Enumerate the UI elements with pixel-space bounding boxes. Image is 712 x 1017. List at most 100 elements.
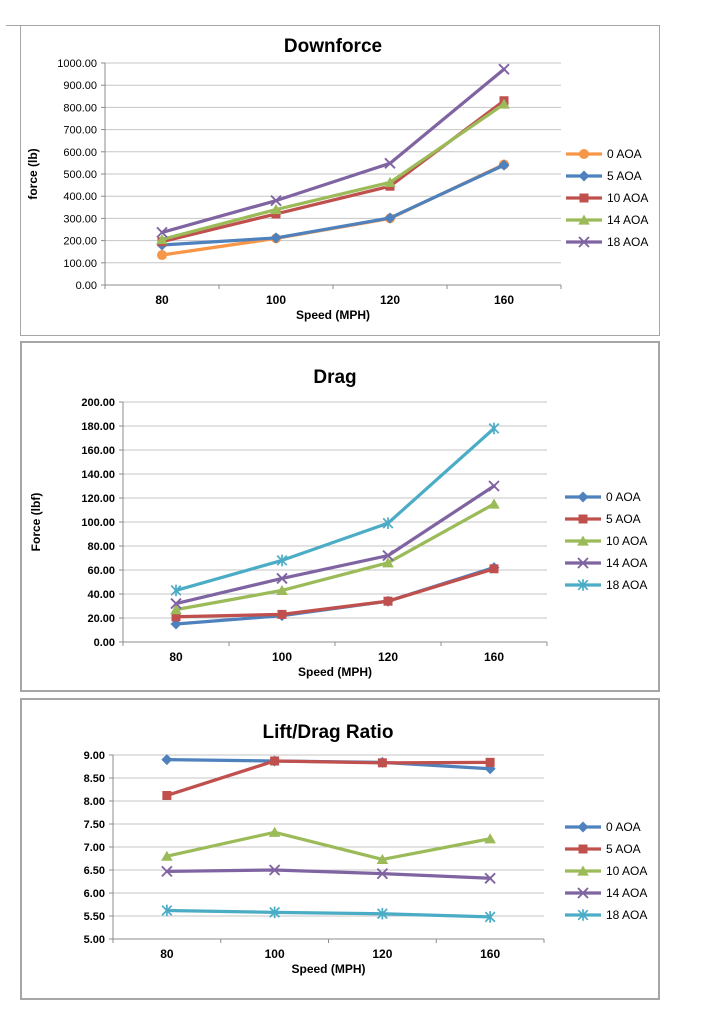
diamond-marker-shape bbox=[577, 491, 589, 503]
legend-label: 0 AOA bbox=[606, 490, 641, 504]
square-marker-shape bbox=[383, 596, 393, 606]
legend-label: 5 AOA bbox=[606, 842, 641, 856]
x-marker-shape bbox=[578, 236, 590, 248]
square-marker-shape bbox=[489, 564, 499, 574]
legend-item-18-aoa[interactable]: 18 AOA bbox=[565, 908, 647, 922]
diamond-marker-shape bbox=[577, 821, 589, 833]
y-tick-label: 200.00 bbox=[63, 236, 97, 248]
series-line-5-aoa[interactable] bbox=[174, 567, 496, 619]
series-line-10-aoa[interactable] bbox=[174, 502, 496, 612]
chart-drag[interactable]: 200.00 180.00 160.00 140.00 120.00 100.00 80.0… bbox=[20, 341, 660, 692]
series-line-18-aoa[interactable] bbox=[165, 908, 492, 919]
data-point-10-aoa-100 bbox=[268, 826, 281, 837]
series-5-aoa bbox=[162, 756, 495, 800]
legend-item-5-aoa[interactable]: 5 AOA bbox=[565, 512, 641, 526]
chart-lift-drag-ratio[interactable]: 9.00 8.50 8.00 7.50 7.00 6.50 6.00 5.50 5.00 80 10… bbox=[20, 698, 660, 1000]
legend-marker-diamond bbox=[578, 170, 590, 182]
series-line-10-aoa[interactable] bbox=[165, 830, 492, 862]
legend[interactable]: 0 AOA 5 AOA 10 AOA 14 AOA 18 AOA bbox=[565, 490, 647, 592]
x-category-label: 120 bbox=[378, 650, 398, 664]
x-marker-shape bbox=[170, 597, 182, 610]
y-axis-title: Force (lbf) bbox=[29, 493, 43, 552]
x-marker-shape bbox=[268, 864, 281, 876]
x-marker-shape bbox=[156, 226, 168, 239]
y-tick-label: 800.00 bbox=[63, 102, 97, 114]
y-tick-label: 100.00 bbox=[63, 258, 97, 270]
series-line-5-aoa[interactable] bbox=[160, 163, 506, 247]
x-marker-shape bbox=[488, 480, 500, 492]
legend-item-14-aoa[interactable]: 14 AOA bbox=[565, 556, 647, 570]
y-tick-label: 600.00 bbox=[63, 147, 97, 159]
legend-item-10-aoa[interactable]: 10 AOA bbox=[565, 534, 647, 548]
chart-title: Drag bbox=[313, 367, 356, 388]
data-point-10-aoa-100 bbox=[276, 584, 288, 595]
data-point-14-aoa-100 bbox=[276, 572, 288, 585]
y-tick-label: 8.50 bbox=[84, 773, 105, 785]
data-point-14-aoa-120 bbox=[382, 549, 394, 562]
legend-marker-diamond bbox=[577, 491, 589, 503]
legend-item-14-aoa[interactable]: 14 AOA bbox=[565, 886, 647, 900]
x-axis-title: Speed (MPH) bbox=[291, 962, 365, 976]
y-axis-ticks bbox=[101, 62, 105, 286]
legend-item-10-aoa[interactable]: 10 AOA bbox=[565, 864, 647, 878]
x-category-label: 160 bbox=[494, 293, 514, 307]
diamond-marker-shape bbox=[161, 754, 173, 766]
square-marker-shape bbox=[277, 609, 287, 619]
data-point-5-aoa-160 bbox=[489, 564, 499, 574]
legend-item-18-aoa[interactable]: 18 AOA bbox=[566, 235, 648, 249]
data-point-10-aoa-160 bbox=[484, 833, 496, 844]
series-line-18-aoa[interactable] bbox=[160, 67, 506, 235]
legend[interactable]: 0 AOA 5 AOA 10 AOA 14 AOA 18 AOA bbox=[565, 820, 647, 922]
legend-marker-triangle bbox=[577, 865, 589, 876]
series-line-5-aoa[interactable] bbox=[165, 759, 492, 798]
x-category-label: 80 bbox=[155, 293, 169, 307]
series-line-14-aoa[interactable] bbox=[160, 102, 506, 242]
data-point-5-aoa-100 bbox=[277, 609, 287, 619]
legend-label: 10 AOA bbox=[606, 864, 647, 878]
x-axis-title: Speed (MPH) bbox=[298, 665, 372, 679]
x-axis-title: Speed (MPH) bbox=[296, 308, 370, 322]
legend-label: 10 AOA bbox=[607, 191, 648, 205]
circle-marker-shape bbox=[157, 250, 167, 261]
data-point-18-aoa-120 bbox=[382, 517, 394, 529]
drag-chart-svg: 200.00 180.00 160.00 140.00 120.00 100.00 80.0… bbox=[29, 367, 647, 679]
square-marker-shape bbox=[377, 758, 387, 768]
data-point-10-aoa-80 bbox=[170, 604, 182, 615]
x-category-label: 80 bbox=[160, 947, 174, 961]
series-18-aoa bbox=[161, 904, 496, 923]
y-tick-label: 900.00 bbox=[63, 80, 97, 92]
legend-item-14-aoa[interactable]: 14 AOA bbox=[566, 213, 648, 227]
legend-item-0-aoa[interactable]: 0 AOA bbox=[565, 820, 641, 834]
series-line-18-aoa[interactable] bbox=[174, 426, 496, 593]
star-marker-shape bbox=[382, 517, 394, 529]
series-line-14-aoa[interactable] bbox=[165, 868, 492, 880]
triangle-marker-shape bbox=[384, 176, 396, 188]
triangle-marker-shape bbox=[376, 853, 389, 865]
y-tick-label: 0.00 bbox=[94, 637, 115, 649]
legend-marker-triangle bbox=[577, 535, 589, 546]
data-point-14-aoa-120 bbox=[384, 176, 396, 188]
legend-item-0-aoa[interactable]: 0 AOA bbox=[565, 490, 641, 504]
data-point-5-aoa-160 bbox=[498, 159, 510, 171]
legend-item-5-aoa[interactable]: 5 AOA bbox=[565, 842, 641, 856]
legend-marker-x bbox=[577, 557, 589, 569]
chart-downforce[interactable]: 1000.00 900.00 800.00 700.00 600.00 500.00 400… bbox=[20, 25, 660, 336]
star-marker-shape bbox=[170, 584, 182, 597]
data-point-10-aoa-120 bbox=[376, 853, 389, 865]
legend-item-10-aoa[interactable]: 10 AOA bbox=[566, 191, 648, 205]
diamond-marker-shape bbox=[484, 763, 496, 775]
legend-item-0-aoa[interactable]: 0 AOA bbox=[566, 147, 642, 161]
series-line-10-aoa[interactable] bbox=[160, 99, 506, 244]
legend[interactable]: 0 AOA 5 AOA 10 AOA 14 AOA 18 AOA bbox=[566, 147, 648, 249]
legend-label: 0 AOA bbox=[606, 820, 641, 834]
chart-title: Lift/Drag Ratio bbox=[263, 722, 394, 743]
legend-item-5-aoa[interactable]: 5 AOA bbox=[566, 169, 642, 183]
legend-label: 14 AOA bbox=[606, 556, 647, 570]
data-point-5-aoa-80 bbox=[162, 790, 172, 800]
y-tick-label: 500.00 bbox=[63, 169, 97, 181]
legend-item-18-aoa[interactable]: 18 AOA bbox=[565, 578, 647, 592]
y-tick-label: 80.00 bbox=[87, 541, 115, 553]
y-tick-label: 0.00 bbox=[76, 280, 97, 292]
y-tick-label: 8.00 bbox=[84, 796, 105, 808]
series-line-14-aoa[interactable] bbox=[174, 484, 496, 606]
